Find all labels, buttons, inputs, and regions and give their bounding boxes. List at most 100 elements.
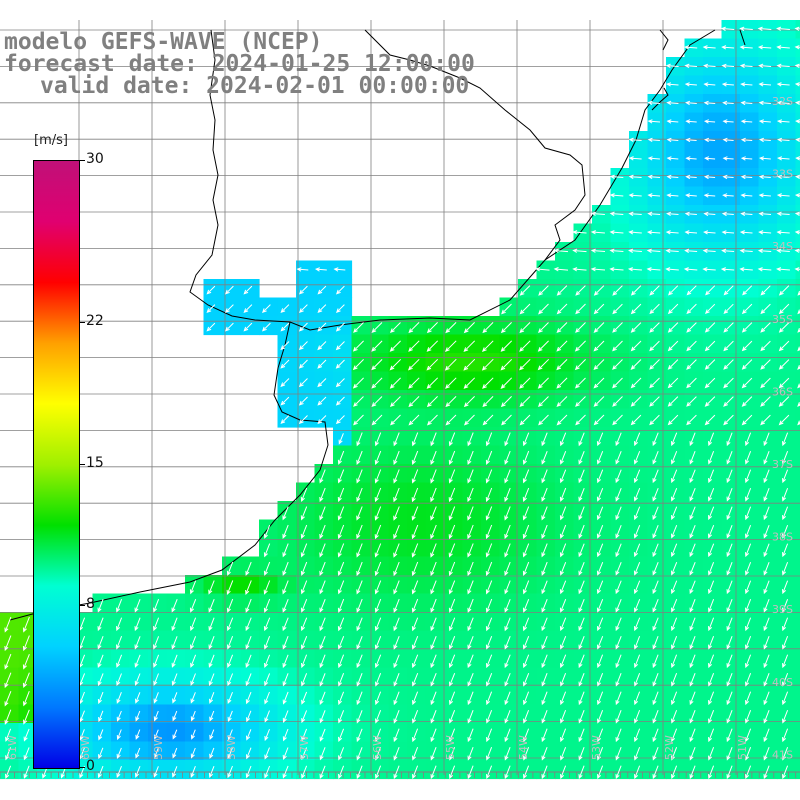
- wind-arrow: [778, 303, 790, 315]
- wind-arrow: [572, 267, 587, 272]
- colorbar-tick-label: 0: [86, 758, 95, 774]
- wind-arrow: [116, 654, 123, 668]
- wind-arrow: [523, 691, 530, 706]
- wind-arrow: [702, 248, 716, 254]
- wind-arrow: [467, 432, 474, 447]
- wind-arrow: [134, 636, 141, 650]
- wind-arrow: [615, 469, 622, 484]
- wind-arrow: [671, 654, 678, 669]
- wind-arrow: [782, 654, 789, 669]
- wind-arrow: [481, 340, 494, 353]
- wind-arrow: [541, 599, 548, 613]
- wind-arrow: [689, 432, 696, 447]
- wind-arrow: [671, 765, 678, 780]
- wind-arrow: [538, 414, 549, 426]
- wind-arrow: [430, 543, 437, 558]
- wind-arrow: [448, 487, 456, 503]
- wind-arrow: [444, 340, 457, 353]
- wind-arrow: [556, 359, 568, 371]
- wind-arrow: [597, 728, 604, 743]
- wind-arrow: [671, 673, 678, 687]
- wind-arrow: [758, 156, 771, 161]
- wind-arrow: [264, 654, 271, 668]
- wind-arrow: [319, 506, 326, 521]
- wind-arrow: [356, 728, 363, 743]
- wind-arrow: [335, 359, 345, 369]
- wind-arrow: [537, 322, 549, 334]
- wind-arrow: [467, 654, 474, 669]
- wind-arrow: [411, 543, 419, 558]
- wind-arrow: [741, 396, 753, 407]
- wind-arrow: [245, 691, 252, 705]
- wind-arrow: [500, 340, 513, 352]
- wind-arrow: [574, 340, 586, 352]
- wind-arrow: [720, 267, 735, 272]
- coastline: [9, 29, 746, 621]
- wind-arrow: [708, 469, 715, 484]
- wind-arrow: [646, 230, 661, 235]
- wind-arrow: [578, 691, 585, 706]
- wind-speed-cell: [795, 464, 800, 484]
- wind-arrow: [541, 765, 548, 780]
- wind-arrow: [541, 469, 548, 484]
- wind-arrow: [667, 303, 679, 315]
- wind-arrow: [647, 100, 661, 106]
- wind-arrow: [23, 709, 30, 725]
- wind-arrow: [794, 63, 800, 69]
- wind-arrow: [739, 26, 753, 32]
- wind-arrow: [448, 469, 456, 484]
- wind-arrow: [335, 378, 345, 388]
- wind-arrow: [686, 340, 697, 352]
- wind-arrow: [741, 340, 753, 352]
- wind-arrow: [633, 543, 641, 558]
- wind-arrow: [652, 599, 659, 613]
- wind-arrow: [722, 174, 734, 180]
- wind-arrow: [782, 691, 789, 706]
- wind-arrow: [575, 285, 586, 296]
- wind-arrow: [634, 691, 641, 706]
- wind-arrow: [666, 174, 679, 180]
- wind-arrow: [393, 765, 400, 780]
- wind-arrow: [708, 562, 715, 576]
- wind-arrow: [116, 710, 122, 722]
- model-title: modelo GEFS-WAVE (NCEP): [4, 29, 323, 55]
- wind-arrow: [282, 747, 289, 760]
- wind-arrow: [393, 728, 400, 743]
- wind-arrow: [374, 432, 382, 447]
- wind-arrow: [758, 82, 772, 87]
- wind-arrow: [393, 710, 400, 724]
- wind-speed-cell: [795, 723, 800, 743]
- colorbar: [33, 160, 80, 769]
- wind-arrow: [206, 322, 216, 332]
- wind-arrow: [689, 765, 696, 780]
- wind-arrow: [667, 377, 679, 389]
- wind-arrow: [227, 729, 233, 741]
- wind-arrow: [630, 340, 642, 352]
- wind-arrow: [612, 377, 623, 389]
- wind-arrow: [782, 562, 789, 576]
- wind-arrow: [541, 691, 548, 706]
- wind-arrow: [448, 432, 456, 447]
- wind-arrow: [246, 747, 252, 760]
- wind-arrow: [486, 691, 493, 706]
- wind-arrow: [389, 358, 402, 371]
- wind-arrow: [374, 524, 382, 540]
- wind-arrow: [393, 543, 400, 558]
- wind-arrow: [684, 82, 697, 87]
- wind-arrow: [763, 747, 770, 761]
- wind-arrow: [482, 377, 494, 389]
- wind-arrow: [522, 617, 530, 632]
- wind-arrow: [467, 580, 474, 595]
- wind-arrow: [560, 728, 567, 743]
- wind-arrow: [264, 729, 270, 742]
- wind-arrow: [726, 617, 733, 632]
- wind-arrow: [722, 137, 734, 143]
- wind-arrow: [430, 710, 437, 724]
- wind-arrow: [319, 728, 326, 742]
- longitude-label: 54W: [517, 735, 530, 760]
- wind-arrow: [776, 267, 790, 272]
- wind-arrow: [335, 304, 345, 314]
- wind-arrow: [559, 580, 567, 595]
- wind-arrow: [448, 561, 456, 577]
- wind-arrow: [708, 728, 715, 743]
